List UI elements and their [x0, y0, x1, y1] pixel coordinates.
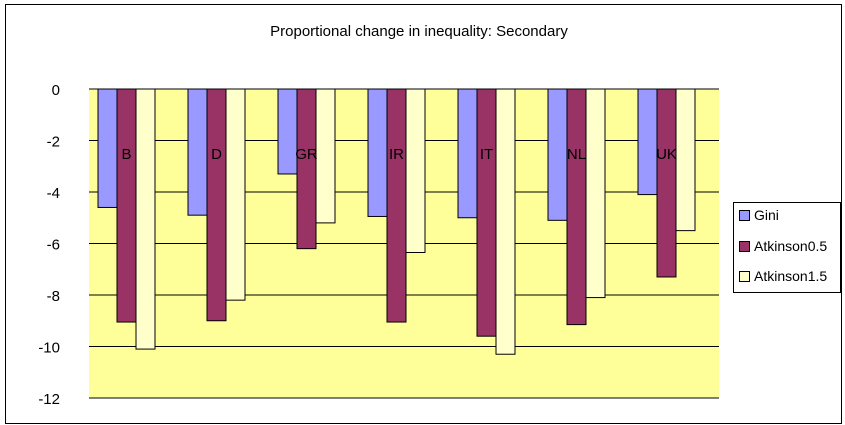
bar-atkinson05-b	[116, 88, 137, 323]
chart-title: Proportional change in inequality: Secon…	[270, 23, 568, 40]
category-labels: B D GR IR IT NL UK	[121, 146, 676, 163]
bar-atkinson05-ir	[386, 88, 407, 323]
category-label: IR	[389, 146, 404, 163]
bars	[97, 88, 696, 355]
legend-item-gini: Gini	[739, 207, 779, 223]
y-tick-label: -10	[38, 340, 60, 357]
bar-atkinson15-gr	[315, 88, 336, 224]
bar-atkinson15-it	[495, 88, 516, 355]
bar-atkinson15-uk	[675, 88, 696, 232]
bar-gini-it	[457, 88, 478, 219]
legend-swatch-gini	[739, 209, 750, 221]
legend-label-atkinson05: Atkinson0.5	[754, 238, 828, 254]
legend-item-atkinson15: Atkinson1.5	[739, 268, 827, 284]
y-tick-label: -8	[47, 288, 60, 305]
category-label: NL	[567, 146, 586, 163]
legend-swatch-atkinson15	[739, 270, 750, 282]
bar-gini-d	[187, 88, 208, 216]
chart-svg: Proportional change in inequality: Secon…	[38, 23, 719, 408]
bar-atkinson05-d	[206, 88, 227, 322]
bar-gini-b	[97, 88, 118, 208]
legend-swatch-atkinson05	[739, 240, 750, 252]
bar-gini-ir	[367, 88, 388, 217]
legend-label-gini: Gini	[754, 207, 779, 223]
legend: Gini Atkinson0.5 Atkinson1.5	[733, 202, 841, 293]
y-tick-label: -2	[47, 134, 60, 151]
y-axis-ticks: 0 -2 -4 -6 -8 -10 -12	[38, 82, 60, 408]
bar-atkinson15-d	[225, 88, 246, 301]
y-tick-label: -12	[38, 391, 60, 408]
bar-atkinson15-b	[135, 88, 156, 350]
category-label: IT	[480, 146, 493, 163]
y-tick-label: -4	[47, 185, 60, 202]
bar-atkinson05-nl	[566, 88, 587, 326]
y-tick-label: 0	[52, 82, 60, 99]
chart-frame: Proportional change in inequality: Secon…	[5, 4, 842, 424]
category-label: GR	[295, 146, 318, 163]
bar-atkinson15-nl	[585, 88, 606, 299]
bar-atkinson05-uk	[656, 88, 677, 278]
legend-item-atkinson05: Atkinson0.5	[739, 238, 827, 254]
legend-label-atkinson15: Atkinson1.5	[754, 268, 828, 284]
bar-atkinson05-gr	[296, 88, 317, 250]
y-tick-label: -6	[47, 237, 60, 254]
bar-atkinson05-it	[476, 88, 497, 337]
category-label: D	[211, 146, 222, 163]
category-label: B	[121, 146, 131, 163]
category-label: UK	[656, 146, 677, 163]
bar-gini-nl	[547, 88, 568, 221]
bar-gini-gr	[277, 88, 298, 175]
bar-atkinson15-ir	[405, 88, 426, 254]
bar-gini-uk	[637, 88, 658, 196]
